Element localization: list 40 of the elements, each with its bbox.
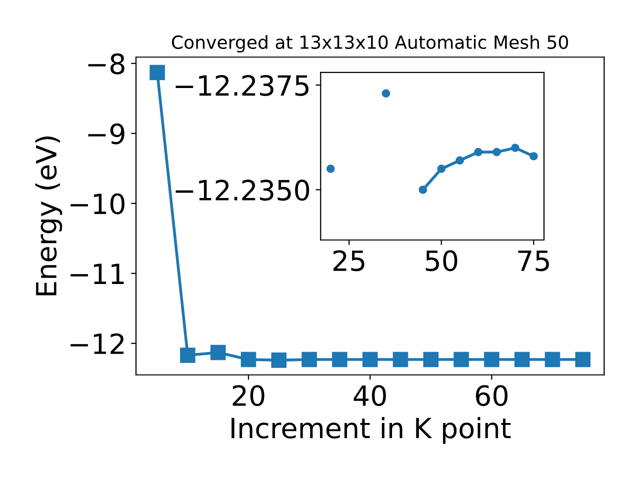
- point: [575, 352, 591, 368]
- point: [326, 164, 335, 173]
- x-tick-label: 75: [518, 250, 549, 272]
- y-tick-label: −12: [70, 333, 124, 354]
- point: [210, 344, 226, 360]
- y-tick-label: −8: [88, 53, 124, 74]
- point: [362, 352, 378, 368]
- point: [437, 164, 446, 173]
- x-tick-label: 25: [333, 250, 364, 272]
- y-tick-label: −11: [70, 264, 124, 284]
- x-tick-label: 60: [476, 385, 508, 406]
- x-axis-title: Increment in K point: [232, 417, 511, 444]
- point: [511, 144, 520, 152]
- point: [456, 156, 464, 165]
- point: [302, 352, 317, 368]
- point: [392, 352, 408, 368]
- point: [332, 352, 348, 368]
- point: [492, 148, 501, 156]
- point: [454, 352, 469, 368]
- point: [418, 186, 428, 194]
- point: [484, 352, 500, 368]
- x-tick-label: 20: [232, 385, 264, 406]
- x-tick-label: 40: [354, 385, 386, 406]
- x-tick-label: 50: [426, 250, 458, 272]
- point: [240, 352, 256, 368]
- point: [529, 152, 538, 160]
- point: [474, 148, 482, 156]
- point: [150, 64, 165, 80]
- y-tick-label: −10: [70, 193, 124, 214]
- y-axis-title: Energy (eV): [35, 136, 62, 296]
- point: [382, 89, 390, 98]
- y-tick-label: −12.2350: [176, 180, 310, 201]
- y-tick-label: −12.2375: [176, 74, 308, 96]
- point: [514, 352, 530, 368]
- point: [180, 348, 196, 363]
- point: [544, 352, 560, 368]
- point: [271, 352, 287, 368]
- y-tick-label: −9: [88, 123, 124, 144]
- chart-title: Converged at 13x13x10 Automatic Mesh 50: [172, 35, 568, 53]
- point: [423, 352, 439, 368]
